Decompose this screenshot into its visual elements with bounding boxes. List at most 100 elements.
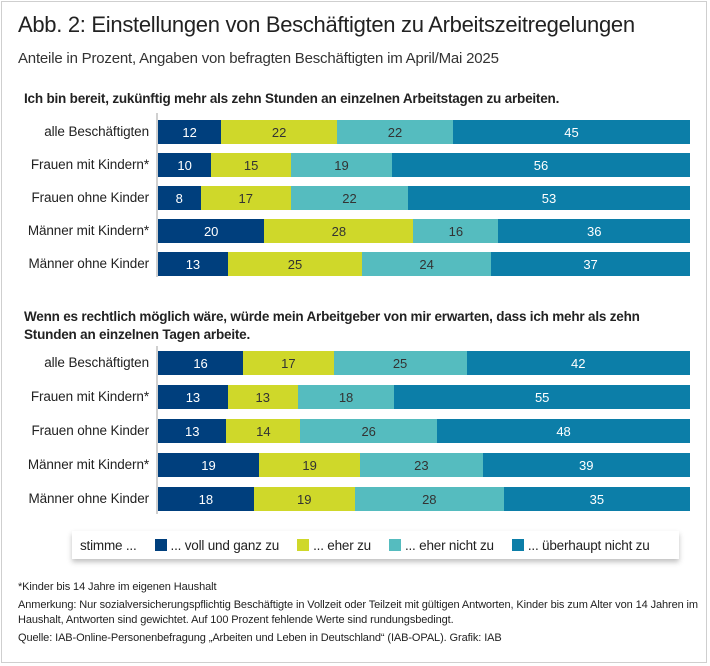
figure-subtitle: Anteile in Prozent, Angaben von befragte…: [18, 50, 499, 67]
bar-segment: 35: [503, 487, 690, 511]
data-label: 36: [586, 223, 602, 239]
data-label: 13: [185, 389, 201, 405]
data-label: 8: [175, 190, 183, 206]
figure-title: Abb. 2: Einstellungen von Beschäftigten …: [18, 12, 635, 37]
data-label: 13: [185, 256, 201, 272]
data-label: 18: [338, 389, 354, 405]
data-label: 12: [182, 124, 197, 140]
category-label: Frauen ohne Kinder: [31, 190, 149, 205]
bar-row-alle-beschäftigten: 16 17 25 42: [158, 351, 690, 375]
bar-segment: 22: [337, 120, 453, 144]
bar-segment: 36: [498, 219, 690, 243]
bar-segment: 28: [354, 487, 504, 511]
bar-segment: 13: [158, 419, 227, 443]
data-label: 48: [556, 423, 571, 439]
legend: stimme ... ... voll und ganz zu ... eher…: [72, 531, 679, 559]
data-label: 28: [331, 223, 347, 239]
source: Quelle: IAB-Online-Personenbefragung „Ar…: [18, 632, 502, 644]
data-label: 15: [243, 157, 259, 173]
bar-segment: 19: [259, 453, 361, 477]
legend-swatch: [511, 539, 524, 551]
data-label: 17: [281, 355, 296, 371]
bar-row-alle-beschäftigten: 12 22 22 45: [158, 120, 690, 144]
data-label: 18: [198, 491, 214, 507]
data-label: 22: [271, 124, 287, 140]
data-label: 13: [255, 389, 270, 405]
category-label: Männer ohne Kinder: [28, 256, 149, 271]
bar-segment: 55: [394, 385, 690, 409]
legend-item-eher-nicht: ... eher nicht zu: [388, 537, 494, 553]
bar-segment: 13: [158, 252, 228, 276]
remark: Anmerkung: Nur sozialversicherungspflich…: [18, 599, 698, 626]
data-label: 26: [361, 423, 376, 439]
notes: *Kinder bis 14 Jahre im eigenen Haushalt…: [18, 580, 698, 649]
bar-segment: 15: [211, 153, 291, 177]
category-label: Männer ohne Kinder: [28, 491, 149, 506]
legend-label: ... voll und ganz zu: [170, 537, 280, 553]
panel-2-axis: [156, 346, 158, 514]
bar-segment: 13: [227, 385, 298, 409]
data-label: 19: [201, 457, 216, 473]
bar-segment: 18: [158, 487, 254, 511]
panel-1-title: Ich bin bereit, zukünftig mehr als zehn …: [24, 91, 560, 106]
data-label: 20: [203, 223, 219, 239]
bar-segment: 8: [158, 186, 201, 210]
bar-row-männer-ohne-kinder: 18 19 28 35: [158, 487, 690, 511]
bar-segment: 48: [437, 419, 690, 443]
category-label: alle Beschäftigten: [44, 355, 149, 370]
data-label: 39: [579, 457, 594, 473]
data-label: 22: [342, 190, 357, 206]
data-label: 16: [193, 355, 208, 371]
bar-segment: 13: [158, 385, 228, 409]
footnote: *Kinder bis 14 Jahre im eigenen Haushalt: [18, 581, 217, 593]
panel-1-axis: [156, 113, 158, 277]
bar-segment: 53: [408, 186, 690, 210]
data-label: 37: [583, 256, 598, 272]
data-label: 19: [302, 457, 317, 473]
data-label: 19: [297, 491, 312, 507]
legend-item-eher: ... eher zu: [297, 538, 371, 553]
bar-row-männer-mit-kindern: 20 28 16 36: [158, 219, 690, 243]
bar-segment: 56: [392, 153, 690, 177]
category-label: Männer mit Kindern*: [27, 223, 149, 238]
legend-label: ... überhaupt nicht zu: [527, 537, 650, 553]
bar-segment: 19: [158, 453, 260, 477]
legend-item-ueberhaupt-nicht: ... überhaupt nicht zu: [511, 537, 650, 553]
bar-segment: 19: [290, 153, 393, 177]
bar-segment: 25: [227, 252, 363, 276]
legend-label: ... eher nicht zu: [404, 537, 494, 553]
category-label: Frauen mit Kindern*: [30, 389, 149, 404]
data-label: 10: [177, 157, 192, 173]
category-label: Frauen mit Kindern*: [30, 157, 149, 172]
data-label: 55: [534, 389, 550, 405]
data-label: 28: [422, 491, 437, 507]
data-label: 35: [589, 491, 605, 507]
legend-swatch: [154, 539, 167, 551]
bar-segment: 37: [491, 252, 690, 276]
data-label: 16: [448, 223, 464, 239]
bar-segment: 10: [158, 153, 212, 177]
bar-row-männer-mit-kindern: 19 19 23 39: [158, 453, 690, 477]
bar-segment: 23: [360, 453, 483, 477]
legend-lead: stimme ...: [80, 537, 137, 553]
category-label: alle Beschäftigten: [44, 124, 149, 139]
data-label: 13: [185, 423, 200, 439]
panel-2-title: Wenn es rechtlich möglich wäre, würde me…: [24, 309, 640, 342]
legend-label: ... eher zu: [313, 537, 371, 553]
bar-segment: 16: [413, 219, 499, 243]
bar-segment: 28: [264, 219, 414, 243]
bar-segment: 45: [452, 120, 690, 144]
bar-row-frauen-ohne-kinder: 8 17 22 53: [158, 186, 690, 210]
bar-segment: 12: [158, 120, 222, 144]
bar-segment: 17: [243, 351, 334, 375]
data-label: 19: [334, 157, 349, 173]
data-label: 25: [287, 256, 303, 272]
bar-segment: 22: [290, 186, 409, 210]
data-label: 56: [533, 157, 549, 173]
data-label: 24: [419, 256, 434, 272]
bar-segment: 20: [158, 219, 265, 243]
data-label: 17: [238, 190, 253, 206]
data-label: 42: [571, 355, 586, 371]
bar-row-frauen-mit-kindern: 10 15 19 56: [158, 153, 690, 177]
